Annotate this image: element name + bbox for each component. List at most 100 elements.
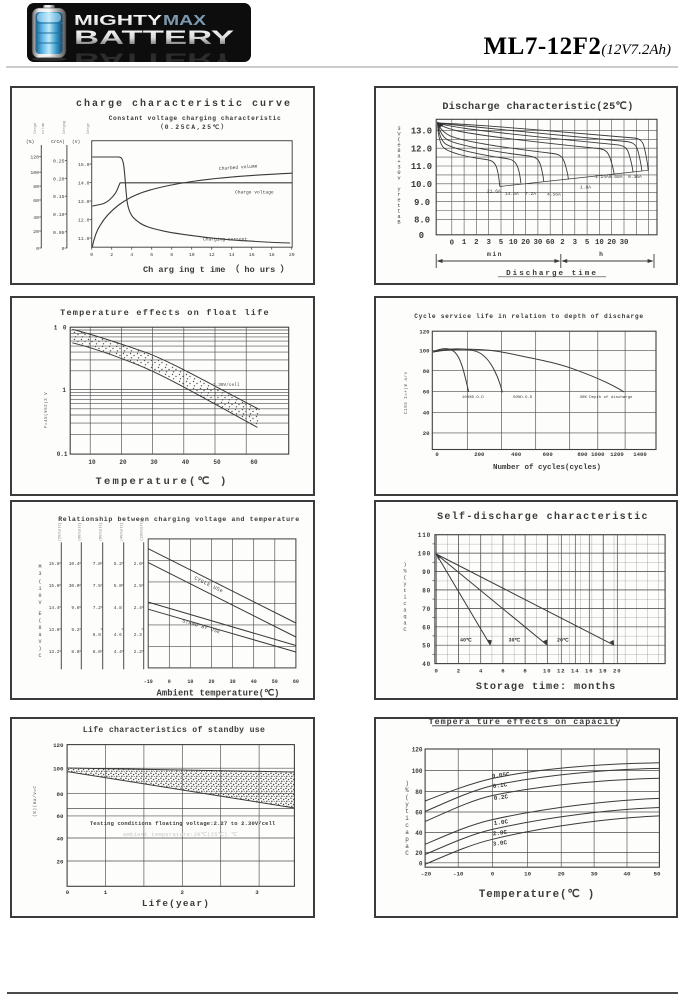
svg-text:6: 6 bbox=[150, 252, 153, 258]
svg-text:15.0: 15.0 bbox=[78, 162, 90, 168]
svg-text:2: 2 bbox=[474, 239, 478, 247]
svg-text:10: 10 bbox=[543, 668, 552, 675]
svg-text:40: 40 bbox=[182, 459, 190, 466]
svg-text:): ) bbox=[38, 646, 41, 652]
svg-text:Charbed volume: Charbed volume bbox=[219, 163, 258, 172]
svg-text:7.5: 7.5 bbox=[93, 583, 101, 589]
svg-text:10: 10 bbox=[509, 239, 518, 247]
svg-text:0: 0 bbox=[435, 668, 439, 675]
svg-text:y: y bbox=[403, 582, 407, 588]
svg-text:40: 40 bbox=[57, 835, 64, 842]
svg-text:(: ( bbox=[403, 575, 406, 581]
svg-text:(12V/cell): (12V/cell) bbox=[140, 521, 145, 541]
svg-text:14.4: 14.4 bbox=[49, 605, 60, 611]
svg-text:Testing conditions floating vo: Testing conditions floating voltage:2.27… bbox=[90, 821, 276, 827]
svg-text:100: 100 bbox=[53, 766, 64, 773]
svg-text:1.24A0.68A: 1.24A0.68A bbox=[595, 174, 623, 180]
svg-text:2: 2 bbox=[110, 252, 113, 258]
svg-text:10: 10 bbox=[595, 239, 604, 247]
svg-text:30℃: 30℃ bbox=[509, 637, 521, 644]
svg-text:120: 120 bbox=[412, 747, 423, 754]
svg-text:1: 1 bbox=[62, 387, 66, 394]
svg-text:1 0: 1 0 bbox=[54, 325, 68, 332]
svg-text:Temperature effects on float l: Temperature effects on float life bbox=[60, 308, 270, 318]
svg-text:r: r bbox=[397, 192, 400, 198]
svg-text:800: 800 bbox=[577, 451, 588, 458]
svg-text:7.8: 7.8 bbox=[93, 561, 101, 567]
svg-text:2: 2 bbox=[560, 239, 564, 247]
svg-text:20: 20 bbox=[423, 430, 430, 437]
svg-text:30.0: 30.0 bbox=[69, 583, 80, 589]
svg-text:80: 80 bbox=[33, 184, 39, 190]
svg-text:8.0: 8.0 bbox=[414, 216, 430, 226]
svg-text:15.0: 15.0 bbox=[49, 583, 60, 589]
svg-text:Ch arg ing t ime （ ho urs ）: Ch arg ing t ime （ ho urs ） bbox=[143, 264, 289, 275]
svg-text:30: 30 bbox=[620, 239, 629, 247]
svg-text:100%D.O.D: 100%D.O.D bbox=[462, 396, 484, 400]
svg-text:Charge voltage: Charge voltage bbox=[235, 190, 274, 196]
svg-text:8: 8 bbox=[523, 668, 527, 675]
svg-text:Storage time: months: Storage time: months bbox=[476, 681, 616, 693]
svg-text:3.0C: 3.0C bbox=[492, 839, 508, 848]
svg-text:1200: 1200 bbox=[610, 451, 624, 458]
svg-text:6.6: 6.6 bbox=[93, 649, 101, 655]
svg-text:(V): (V) bbox=[72, 139, 80, 145]
svg-text:V: V bbox=[397, 132, 401, 138]
svg-text:4.8: 4.8 bbox=[114, 605, 122, 611]
svg-text:60: 60 bbox=[57, 813, 64, 820]
svg-text:0: 0 bbox=[90, 252, 93, 258]
svg-text:v: v bbox=[397, 176, 401, 182]
svg-text:3: 3 bbox=[486, 239, 491, 247]
svg-text:e: e bbox=[397, 143, 400, 149]
svg-text:30% Depth of discharge: 30% Depth of discharge bbox=[580, 395, 633, 400]
svg-text:200: 200 bbox=[474, 451, 485, 458]
svg-text:80: 80 bbox=[422, 587, 431, 594]
svg-text:50%D.O.D: 50%D.O.D bbox=[513, 396, 533, 400]
svg-text:9.2: 9.2 bbox=[71, 627, 79, 633]
svg-text:40: 40 bbox=[33, 215, 39, 221]
svg-text:30: 30 bbox=[533, 239, 542, 247]
svg-text:y: y bbox=[397, 187, 401, 193]
svg-text:2: 2 bbox=[457, 668, 461, 675]
svg-text:Tempera ture effects on capaci: Tempera ture effects on capacity bbox=[429, 717, 622, 727]
svg-text:BATTERY: BATTERY bbox=[74, 49, 234, 63]
svg-text:-20: -20 bbox=[421, 871, 432, 878]
svg-text:40: 40 bbox=[251, 679, 257, 685]
svg-text:%: % bbox=[403, 569, 407, 575]
svg-text:60: 60 bbox=[415, 810, 423, 817]
svg-text:V: V bbox=[38, 639, 41, 645]
svg-text:100: 100 bbox=[418, 551, 431, 558]
svg-text:90: 90 bbox=[422, 569, 431, 576]
svg-text:Discharge characteristic(25℃): Discharge characteristic(25℃) bbox=[442, 101, 633, 113]
svg-text:t: t bbox=[403, 588, 406, 594]
svg-text:(2V/cell): (2V/cell) bbox=[57, 523, 62, 541]
svg-text:8: 8 bbox=[170, 252, 173, 258]
svg-text:(8V/cell): (8V/cell) bbox=[99, 523, 104, 541]
svg-text:110: 110 bbox=[418, 532, 431, 539]
svg-text:p: p bbox=[405, 836, 409, 843]
svg-text:8: 8 bbox=[38, 625, 41, 631]
svg-text:120: 120 bbox=[30, 155, 39, 161]
svg-text:3: 3 bbox=[255, 889, 259, 896]
svg-text:Self-discharge characteristic: Self-discharge characteristic bbox=[437, 511, 649, 523]
svg-text:0: 0 bbox=[66, 889, 70, 896]
svg-text:y: y bbox=[405, 801, 409, 808]
svg-text:Number of cycles(cycles): Number of cycles(cycles) bbox=[493, 464, 601, 472]
svg-text:4.6: 4.6 bbox=[114, 632, 122, 638]
svg-text:Constant voltage charging char: Constant voltage charging characteristic bbox=[109, 115, 282, 122]
svg-text:charge characteristic curve: charge characteristic curve bbox=[76, 98, 292, 110]
svg-text:50: 50 bbox=[654, 871, 661, 878]
svg-text:CrCA): CrCA) bbox=[51, 139, 65, 145]
svg-text:): ) bbox=[405, 780, 409, 787]
svg-text:volum: volum bbox=[41, 123, 46, 134]
svg-text:50: 50 bbox=[272, 679, 278, 685]
svg-text:20: 20 bbox=[521, 239, 530, 247]
svg-text:13.2: 13.2 bbox=[49, 649, 60, 655]
svg-text:V: V bbox=[38, 600, 41, 606]
svg-text:h: h bbox=[599, 251, 603, 258]
svg-text:0: 0 bbox=[397, 170, 400, 176]
svg-text:0.10: 0.10 bbox=[53, 212, 65, 218]
svg-text:8.8: 8.8 bbox=[71, 649, 79, 655]
svg-text:Temperature(℃ ): Temperature(℃ ) bbox=[479, 888, 595, 901]
svg-text:13.0: 13.0 bbox=[411, 127, 432, 137]
